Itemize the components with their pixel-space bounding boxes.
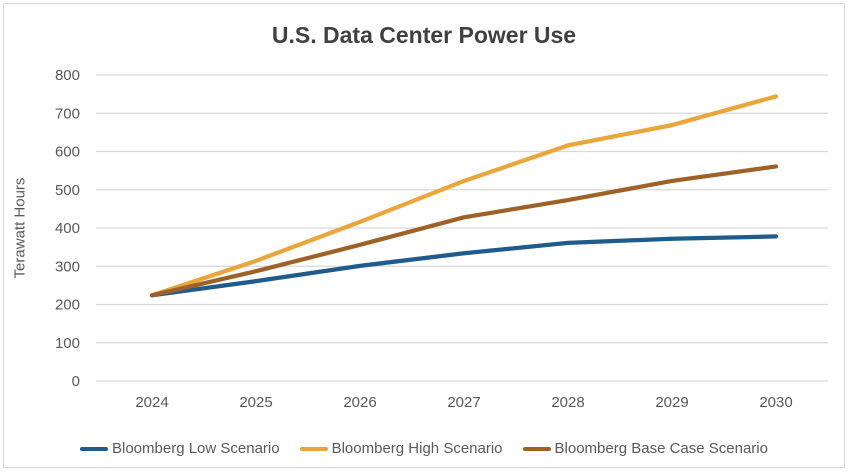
legend-label-low: Bloomberg Low Scenario [112,440,280,457]
y-axis-title: Terawatt Hours [11,177,29,279]
line-plot: 0 100 200 300 400 500 600 700 800 2024 2025 2026 202… [55,67,828,411]
x-tick-label: 2026 [343,394,376,411]
y-tick-label: 500 [55,182,80,199]
y-tick-label: 0 [72,373,80,390]
x-tick-label: 2030 [759,394,792,411]
x-tick-label: 2025 [239,394,272,411]
series-line-1 [149,94,779,298]
y-tick-label: 200 [55,297,80,314]
x-tick-label: 2024 [135,394,168,411]
series-line-2 [149,164,779,298]
y-tick-label: 700 [55,105,80,122]
chart-legend: Bloomberg Low Scenario Bloomberg High Sc… [4,440,844,457]
x-tick-label: 2028 [551,394,584,411]
y-tick-label: 400 [55,220,80,237]
legend-label-high: Bloomberg High Scenario [331,440,503,457]
y-tick-label: 800 [55,67,80,84]
chart-frame: U.S. Data Center Power Use 0 100 200 300 400… [3,3,845,468]
y-tick-label: 300 [55,258,80,275]
legend-item-low: Bloomberg Low Scenario [80,440,280,457]
y-tick-label: 100 [55,335,80,352]
legend-swatch-low-icon [80,446,108,451]
legend-swatch-high-icon [299,446,328,451]
legend-item-high: Bloomberg High Scenario [299,440,503,457]
x-tick-label: 2029 [655,394,688,411]
legend-label-base: Bloomberg Base Case Scenario [554,440,768,457]
x-tick-label: 2027 [447,394,480,411]
y-tick-label: 600 [55,144,80,161]
legend-swatch-base-icon [522,446,551,451]
series-line-0 [149,234,779,298]
chart-title: U.S. Data Center Power Use [271,22,577,48]
legend-item-base: Bloomberg Base Case Scenario [522,440,768,457]
